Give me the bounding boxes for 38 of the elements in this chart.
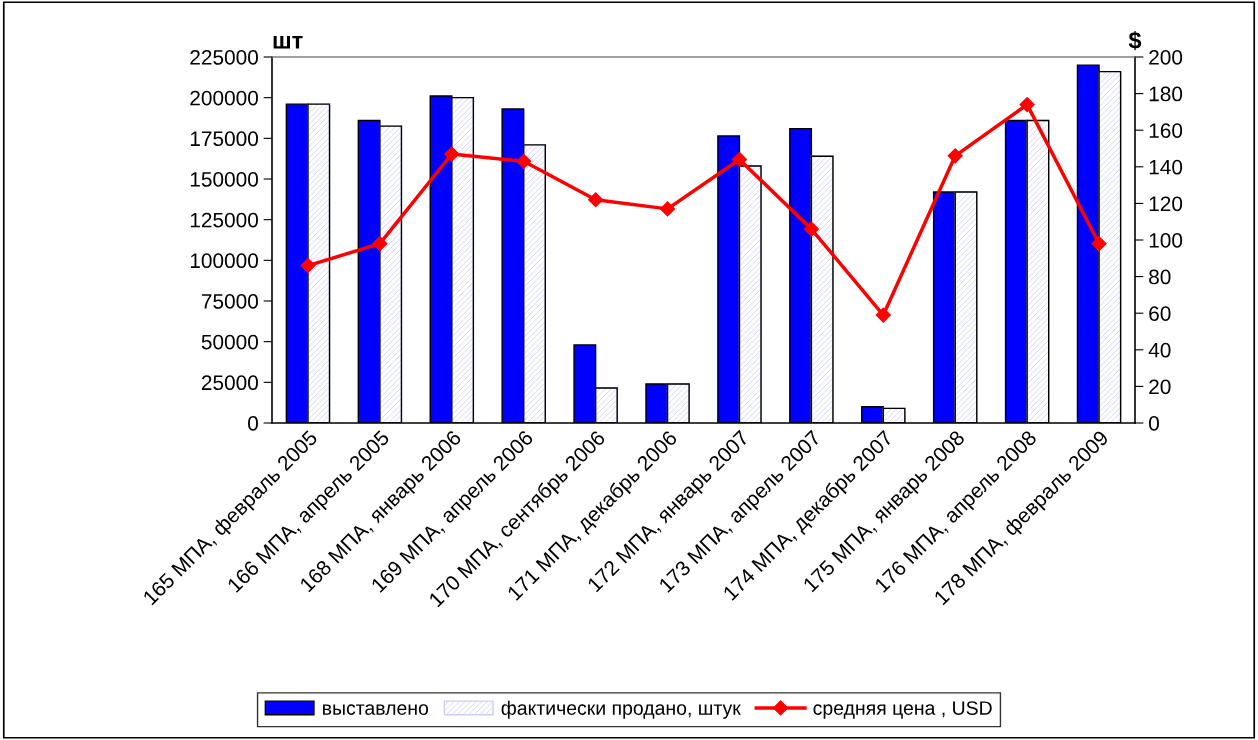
point [875, 307, 891, 323]
y-tick-label: 200000 [190, 90, 258, 106]
point [372, 236, 388, 252]
y-tick-label: 150000 [190, 172, 258, 187]
y2-axis-title: $ [1128, 30, 1142, 51]
point [731, 151, 748, 168]
y2-tick-label: 180 [1149, 86, 1183, 102]
point [803, 221, 819, 237]
y2-tick-label: 80 [1149, 269, 1171, 285]
y2-tick-label: 160 [1149, 123, 1183, 138]
y-tick-label: 100000 [190, 253, 258, 269]
y-tick-label: 50000 [201, 334, 258, 350]
point [1091, 236, 1107, 252]
point [300, 258, 316, 274]
y2-tick-label: 60 [1149, 306, 1171, 321]
y-tick-label: 125000 [190, 212, 258, 228]
legend-label: фактически продано, штук [501, 700, 741, 719]
y-tick-label: 75000 [201, 294, 258, 309]
y-tick-label: 225000 [190, 50, 258, 65]
y-tick-label: 0 [248, 416, 258, 431]
point [516, 153, 532, 169]
y2-tick-label: 140 [1149, 159, 1183, 175]
y-tick-label: 175000 [190, 131, 258, 147]
legend-label: средняя цена , USD [813, 701, 992, 719]
point [1019, 97, 1035, 113]
point [588, 192, 604, 208]
point [659, 201, 676, 217]
point [444, 146, 460, 162]
y2-tick-label: 20 [1149, 379, 1171, 395]
y2-tick-label: 100 [1149, 233, 1183, 248]
y2-tick-label: 0 [1149, 416, 1159, 431]
point [947, 148, 963, 164]
legend-label: выставлено [323, 704, 429, 715]
y2-tick-label: 120 [1149, 196, 1183, 212]
y2-tick-label: 40 [1148, 342, 1171, 358]
y2-tick-label: 200 [1149, 50, 1183, 65]
y-tick-label: 25000 [201, 375, 258, 391]
y-axis-title: шт [273, 35, 303, 49]
